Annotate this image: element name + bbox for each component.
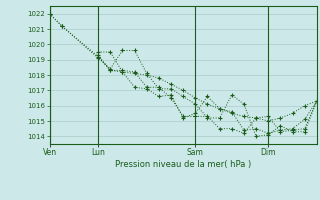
- X-axis label: Pression niveau de la mer( hPa ): Pression niveau de la mer( hPa ): [115, 160, 251, 169]
